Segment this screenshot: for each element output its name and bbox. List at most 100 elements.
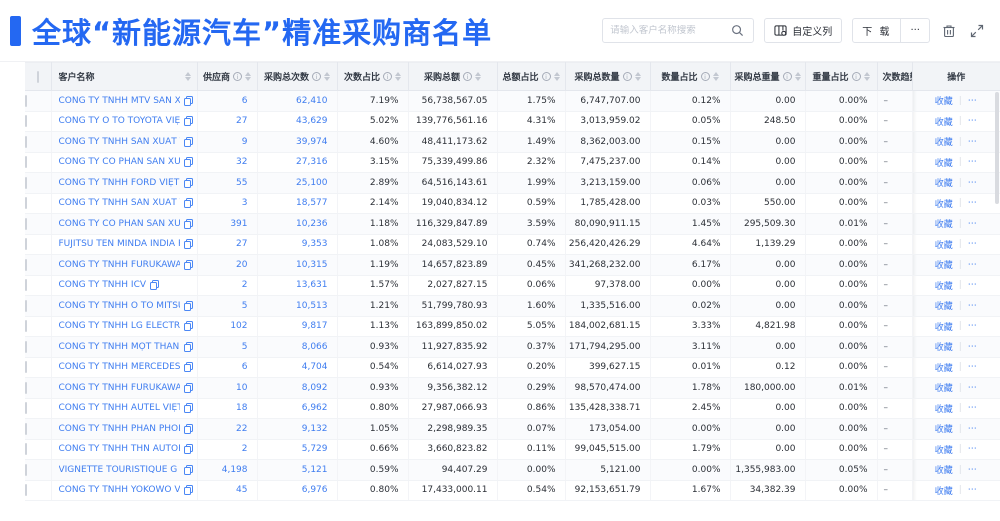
favorite-button[interactable]: 收藏 (934, 363, 953, 374)
favorite-button[interactable]: 收藏 (934, 97, 953, 108)
customize-columns-button[interactable]: 自定义列 (764, 18, 843, 43)
copy-icon[interactable] (183, 321, 193, 332)
row-checkbox[interactable] (25, 156, 27, 169)
row-checkbox[interactable] (25, 258, 27, 271)
row-more-button[interactable]: ⋯ (967, 177, 978, 188)
copy-icon[interactable] (183, 177, 193, 188)
row-checkbox[interactable] (25, 361, 27, 374)
col-weight-pct[interactable]: 重量占比 i (805, 62, 878, 91)
copy-icon[interactable] (183, 423, 193, 434)
copy-icon[interactable] (183, 382, 193, 393)
col-amount-pct[interactable]: 总额占比 i (497, 62, 566, 91)
favorite-button[interactable]: 收藏 (934, 445, 953, 456)
row-checkbox[interactable] (25, 135, 27, 148)
download-more-button[interactable]: ··· (910, 25, 920, 36)
row-more-button[interactable]: ⋯ (967, 218, 978, 229)
favorite-button[interactable]: 收藏 (934, 158, 953, 169)
fullscreen-icon[interactable] (968, 22, 986, 40)
row-checkbox[interactable] (25, 217, 27, 230)
row-more-button[interactable]: ⋯ (967, 239, 978, 250)
customer-name-link[interactable]: CÔNG TY TNHH FURUKAWA A... (58, 382, 180, 393)
sort-icon[interactable] (794, 72, 801, 81)
sort-icon[interactable] (553, 72, 560, 81)
row-checkbox[interactable] (25, 320, 27, 333)
sort-icon[interactable] (184, 72, 191, 81)
copy-icon[interactable] (183, 341, 193, 352)
row-checkbox[interactable] (25, 115, 27, 128)
info-icon[interactable]: i (700, 72, 710, 81)
sort-icon[interactable] (245, 72, 251, 81)
favorite-button[interactable]: 收藏 (934, 199, 953, 210)
customer-name-link[interactable]: VIGNETTE TOURISTIQUE G UNI... (58, 464, 180, 475)
col-customer-name[interactable]: 客户名称 (51, 62, 198, 91)
col-total-quantity[interactable]: 采购总数量 i (565, 62, 651, 91)
copy-icon[interactable] (183, 485, 193, 496)
row-checkbox[interactable] (25, 484, 27, 497)
favorite-button[interactable]: 收藏 (934, 240, 953, 251)
copy-icon[interactable] (183, 300, 193, 311)
info-icon[interactable]: i (312, 72, 321, 81)
customer-name-link[interactable]: CÔNG TY TNHH Ô TÔ MITSUBI... (58, 300, 180, 311)
info-icon[interactable]: i (383, 72, 392, 81)
sort-icon[interactable] (395, 72, 401, 81)
copy-icon[interactable] (183, 136, 193, 147)
copy-icon[interactable] (183, 362, 193, 373)
customer-name-link[interactable]: CÔNG TY TNHH SẢN XUẤT VÀ ... (58, 136, 180, 147)
favorite-button[interactable]: 收藏 (934, 220, 953, 231)
customer-name-link[interactable]: CÔNG TY TNHH FURUKAWA A... (58, 259, 180, 270)
trash-icon[interactable] (940, 22, 958, 40)
copy-icon[interactable] (183, 464, 193, 475)
row-more-button[interactable]: ⋯ (967, 321, 978, 332)
copy-icon[interactable] (150, 280, 160, 291)
row-more-button[interactable]: ⋯ (967, 423, 978, 434)
favorite-button[interactable]: 收藏 (934, 261, 953, 272)
row-more-button[interactable]: ⋯ (967, 300, 978, 311)
customer-search-box[interactable] (602, 18, 755, 43)
row-more-button[interactable]: ⋯ (967, 362, 978, 373)
info-icon[interactable]: i (622, 72, 632, 81)
search-input[interactable] (610, 25, 729, 36)
row-more-button[interactable]: ⋯ (967, 485, 978, 496)
col-total-weight[interactable]: 采购总重量 i (730, 62, 806, 91)
col-quantity-pct[interactable]: 数量占比 i (650, 62, 731, 91)
sort-icon[interactable] (863, 72, 870, 81)
copy-icon[interactable] (183, 116, 193, 127)
row-more-button[interactable]: ⋯ (967, 341, 978, 352)
row-more-button[interactable]: ⋯ (967, 464, 978, 475)
row-checkbox[interactable] (25, 402, 27, 415)
copy-icon[interactable] (183, 259, 193, 270)
col-count-pct[interactable]: 次数占比 i (337, 62, 409, 91)
customer-name-link[interactable]: CÔNG TY Ô TÔ TOYOTA VIỆT ... (58, 116, 180, 127)
search-icon[interactable] (728, 22, 746, 40)
favorite-button[interactable]: 收藏 (934, 404, 953, 415)
row-checkbox[interactable] (25, 463, 27, 476)
download-button[interactable]: 下 载 (862, 27, 892, 38)
favorite-button[interactable]: 收藏 (934, 343, 953, 354)
customer-name-link[interactable]: CÔNG TY TNHH LG ELECTRON... (58, 321, 180, 332)
customer-name-link[interactable]: CÔNG TY TNHH MERCEDES–B... (58, 362, 180, 373)
sort-icon[interactable] (475, 72, 481, 81)
favorite-button[interactable]: 收藏 (934, 322, 953, 333)
row-more-button[interactable]: ⋯ (967, 198, 978, 209)
row-checkbox[interactable] (25, 381, 27, 394)
customer-name-link[interactable]: CÔNG TY TNHH ICV (58, 280, 147, 291)
row-checkbox[interactable] (25, 299, 27, 312)
row-checkbox[interactable] (25, 238, 27, 251)
copy-icon[interactable] (183, 403, 193, 414)
copy-icon[interactable] (183, 95, 193, 106)
copy-icon[interactable] (183, 239, 193, 250)
favorite-button[interactable]: 收藏 (934, 486, 953, 497)
row-more-button[interactable]: ⋯ (967, 95, 978, 106)
customer-name-link[interactable]: CÔNG TY TNHH THN AUTOPAR... (58, 444, 180, 455)
favorite-button[interactable]: 收藏 (934, 179, 953, 190)
col-purchase-count[interactable]: 采购总次数 i (257, 62, 338, 91)
customer-name-link[interactable]: CÔNG TY TNHH YOKOWO VIỆT... (58, 485, 180, 496)
customer-name-link[interactable]: CÔNG TY TNHH SẢN XUẤT VÀ ... (58, 198, 180, 209)
sort-icon[interactable] (712, 72, 719, 81)
customer-name-link[interactable]: CÔNG TY TNHH MỘT THÀNH V... (58, 341, 180, 352)
row-more-button[interactable]: ⋯ (967, 403, 978, 414)
copy-icon[interactable] (183, 157, 193, 168)
favorite-button[interactable]: 收藏 (934, 425, 953, 436)
favorite-button[interactable]: 收藏 (934, 117, 953, 128)
copy-icon[interactable] (183, 218, 193, 229)
